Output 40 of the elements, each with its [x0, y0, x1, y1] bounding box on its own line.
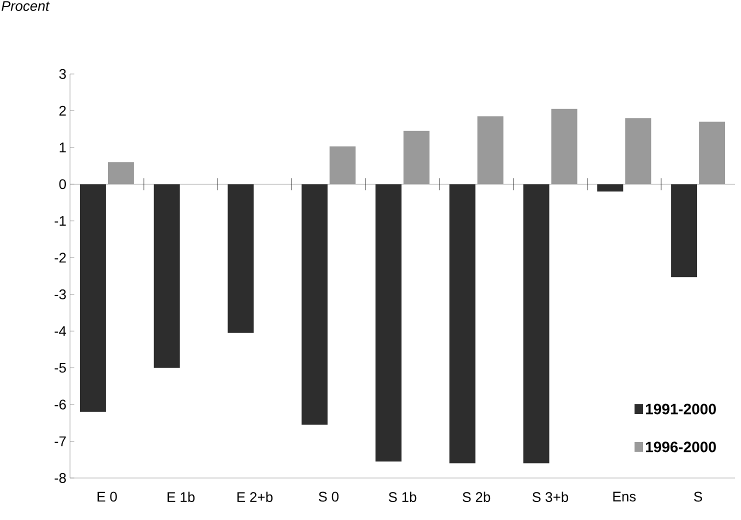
bar — [228, 184, 254, 333]
bar — [625, 118, 652, 184]
legend-label: 1991-2000 — [646, 404, 716, 414]
bar — [404, 130, 430, 184]
bar — [477, 116, 504, 184]
text: Procent — [2, 1, 50, 11]
bar — [449, 184, 476, 464]
y-tick-label: -2 — [54, 252, 66, 262]
y-tick-label: 2 — [59, 106, 66, 116]
bar — [330, 146, 356, 184]
x-tick-label: S — [694, 492, 702, 502]
bar — [523, 184, 550, 464]
y-tick-label: 3 — [59, 69, 66, 79]
bar — [376, 184, 402, 462]
y-tick-label: -7 — [54, 436, 66, 446]
bar — [597, 184, 624, 192]
y-tick-label: -5 — [54, 362, 66, 373]
x-tick-label: Ens — [613, 492, 636, 502]
bar — [671, 184, 698, 278]
bar — [551, 108, 578, 184]
y-tick-label: -8 — [54, 473, 66, 483]
x-tick-label: E 0 — [98, 492, 117, 502]
bar — [302, 184, 328, 425]
bar — [699, 122, 726, 184]
y-tick-label: 1 — [60, 142, 66, 152]
y-tick-label: 0 — [59, 179, 66, 190]
bar — [108, 162, 134, 184]
y-tick-label: -1 — [54, 216, 66, 226]
bar — [80, 184, 106, 412]
x-tick-label: S 1b — [388, 492, 416, 502]
y-tick-label: -6 — [54, 400, 66, 410]
y-tick-label: -3 — [54, 289, 66, 300]
bar — [154, 184, 180, 368]
y-tick-label: -4 — [54, 326, 66, 336]
x-tick-label: E 1b — [168, 492, 195, 502]
legend-label: 1996-2000 — [646, 442, 716, 452]
x-tick-label: E 2+b — [237, 492, 273, 502]
x-tick-label: S 2b — [462, 492, 490, 502]
x-tick-label: S 0 — [318, 492, 339, 502]
x-tick-label: S 3+b — [532, 492, 568, 502]
